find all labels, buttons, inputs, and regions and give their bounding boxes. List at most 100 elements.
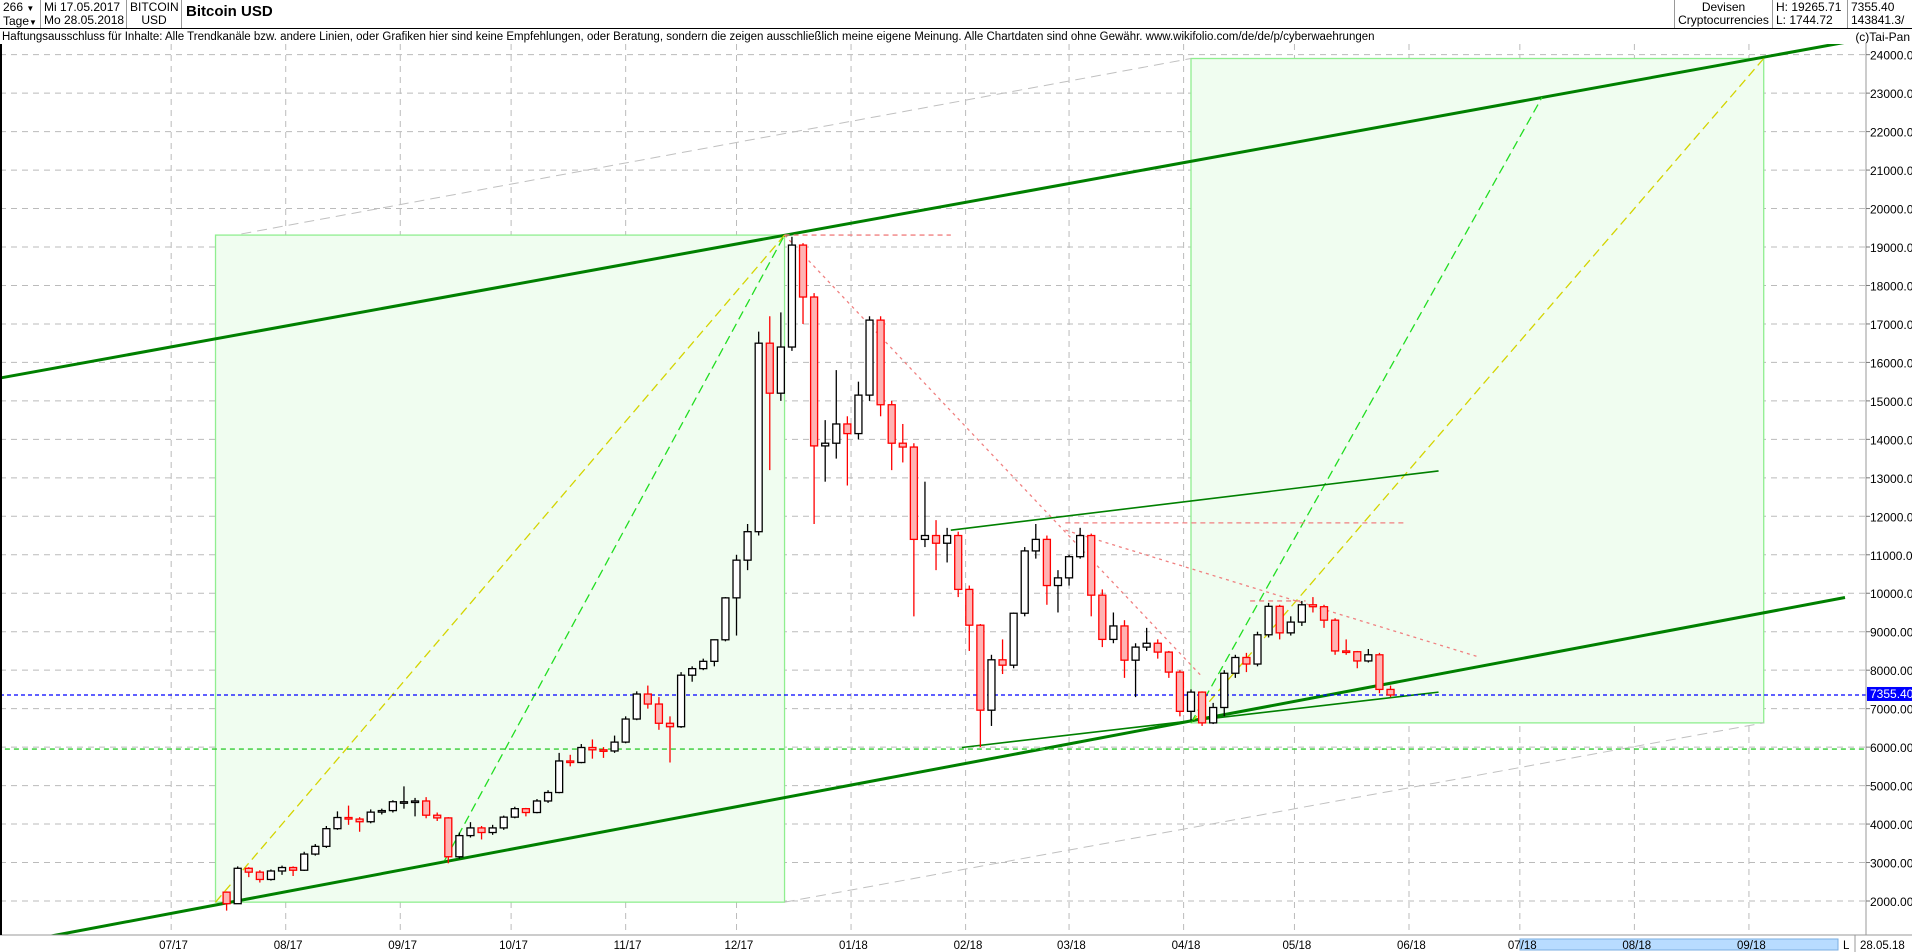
candle-up xyxy=(1231,656,1240,674)
price-tick-label: 14000.00 xyxy=(1870,433,1912,447)
candle-down xyxy=(898,442,907,448)
scrollbar-thumb[interactable] xyxy=(1519,938,1839,951)
candle-down xyxy=(1330,619,1340,652)
candle-down xyxy=(843,423,852,435)
candle-up xyxy=(388,801,398,812)
last-price-label: 7355.40 xyxy=(1870,687,1912,701)
candle-up xyxy=(865,319,874,396)
candle-down xyxy=(521,808,531,814)
candle-up xyxy=(743,531,752,561)
last-value: 7355.40 xyxy=(1851,0,1895,14)
candle-down xyxy=(931,534,941,544)
date-tick-label: 12/17 xyxy=(725,940,754,952)
chevron-down-icon: ▼ xyxy=(26,4,35,13)
channel-lower-line xyxy=(48,595,1846,935)
last-cell: 7355.40 143841.3/ xyxy=(1848,0,1912,28)
candle-up xyxy=(543,791,553,802)
price-tick-label: 3000.00 xyxy=(1870,857,1912,871)
candle-down xyxy=(244,867,253,873)
price-tick-label: 10000.00 xyxy=(1870,587,1912,601)
candle-up xyxy=(1364,654,1373,662)
low-value: L: 1744.72 xyxy=(1776,13,1833,27)
candle-down xyxy=(566,760,575,764)
candle-down xyxy=(355,818,364,823)
candle-down xyxy=(665,722,675,728)
candle-down xyxy=(1275,605,1284,634)
candle-up xyxy=(821,442,830,447)
candle-up xyxy=(399,801,409,804)
price-tick-label: 13000.00 xyxy=(1870,472,1912,486)
symbol-currency: USD xyxy=(141,13,167,27)
candle-down xyxy=(255,871,265,881)
trend-red-line xyxy=(784,234,1203,678)
candle-up xyxy=(322,828,331,848)
candle-up xyxy=(277,866,287,872)
candle-down xyxy=(222,891,231,905)
candle-up xyxy=(377,809,386,813)
candle-up xyxy=(832,423,841,444)
candle-up xyxy=(610,741,619,752)
candle-down xyxy=(765,342,774,394)
parallel-gray-line xyxy=(241,58,1192,235)
candle-down xyxy=(643,693,652,705)
candle-up xyxy=(366,811,375,823)
price-tick-label: 7000.00 xyxy=(1870,703,1912,717)
chart-header: 266 ▼ Tage▼ Mi 17.05.2017 Mo 28.05.2018 … xyxy=(0,0,1912,29)
price-tick-label: 20000.00 xyxy=(1870,203,1912,217)
candle-up xyxy=(499,816,508,829)
high-value: H: 19265.71 xyxy=(1776,0,1842,14)
price-tick-label: 11000.00 xyxy=(1870,549,1912,563)
date-tick-label: 08/17 xyxy=(274,940,303,952)
scroll-label: L xyxy=(1843,940,1850,952)
candle-up xyxy=(1253,634,1262,665)
candle-up xyxy=(555,760,564,794)
candle-down xyxy=(1175,671,1185,712)
candle-up xyxy=(632,693,641,720)
candle-down xyxy=(588,746,597,751)
candle-up xyxy=(1220,672,1229,709)
price-tick-label: 6000.00 xyxy=(1870,741,1912,755)
candle-up xyxy=(333,816,342,830)
candle-up xyxy=(732,559,741,599)
price-tick-label: 5000.00 xyxy=(1870,780,1912,794)
fan-green-line xyxy=(444,234,786,861)
candle-up xyxy=(510,808,519,818)
candle-up xyxy=(787,244,797,348)
date-tick-label: 03/18 xyxy=(1057,940,1086,952)
price-tick-label: 2000.00 xyxy=(1870,895,1912,909)
candle-up xyxy=(699,660,708,670)
candle-up xyxy=(1264,605,1273,636)
candle-up xyxy=(710,639,719,662)
date-tick-label: 08/18 xyxy=(1622,940,1651,952)
candle-down xyxy=(1153,642,1162,653)
candle-up xyxy=(987,659,996,711)
date-range[interactable]: Mi 17.05.2017 Mo 28.05.2018 xyxy=(41,0,127,28)
price-tick-label: 24000.00 xyxy=(1870,49,1912,63)
last-price-badge xyxy=(1867,686,1912,701)
candle-down xyxy=(1098,594,1107,641)
date-tick-label: 10/17 xyxy=(499,940,528,952)
chart-title: Bitcoin USD xyxy=(186,3,273,20)
candle-up xyxy=(300,853,309,871)
period-selector[interactable]: 266 ▼ Tage▼ xyxy=(0,0,41,28)
candle-down xyxy=(599,749,608,752)
candle-up xyxy=(1020,550,1029,614)
candle-down xyxy=(1342,650,1351,654)
candle-down xyxy=(965,588,974,626)
candle-up xyxy=(1297,604,1306,623)
candle-down xyxy=(1308,604,1318,608)
channel-upper-line xyxy=(0,44,1845,380)
candle-down xyxy=(344,816,353,820)
subcategory: Cryptocurrencies xyxy=(1678,13,1769,27)
candle-down xyxy=(809,296,819,447)
candle-down xyxy=(477,827,486,834)
high-low-cell: H: 19265.71 L: 1744.72 xyxy=(1773,0,1848,28)
thin-green-line xyxy=(950,470,1439,531)
candle-up xyxy=(577,746,586,764)
candle-down xyxy=(1319,606,1329,621)
category: Devisen xyxy=(1701,0,1746,14)
price-tick-label: 18000.00 xyxy=(1870,279,1912,293)
candle-up xyxy=(854,394,863,435)
candle-up xyxy=(920,534,930,541)
